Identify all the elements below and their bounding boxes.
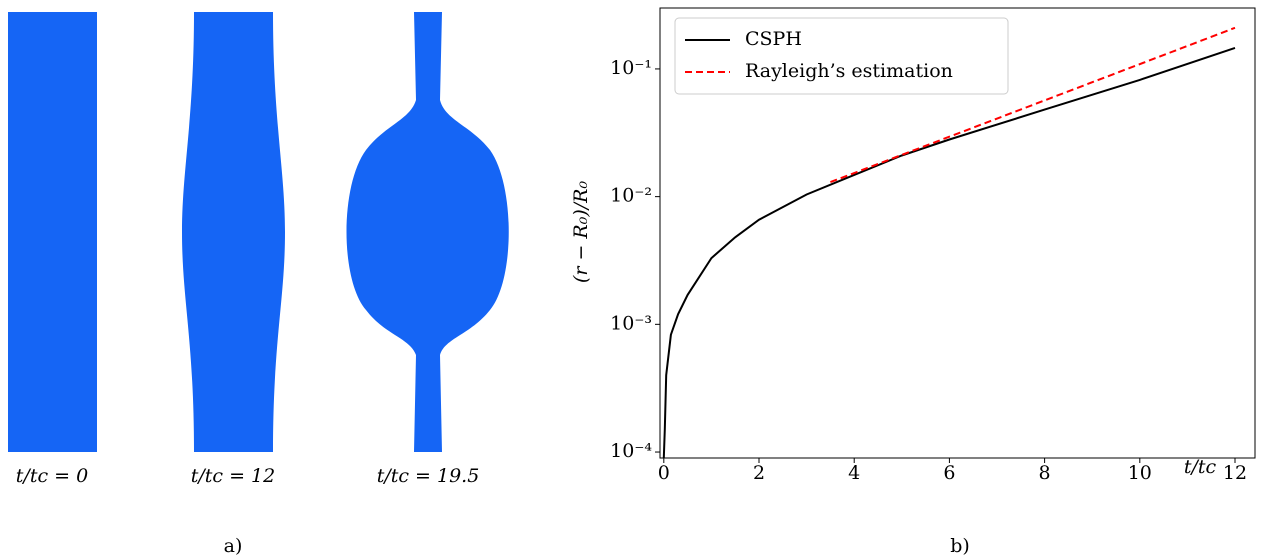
- x-tick-label: 12: [1223, 462, 1247, 484]
- legend-label: CSPH: [745, 28, 802, 50]
- y-axis-label: (r − R₀)/R₀: [570, 181, 592, 284]
- legend-label: Rayleigh’s estimation: [745, 60, 953, 82]
- plot-frame: [659, 7, 1256, 459]
- x-tick-label: 8: [1039, 462, 1051, 484]
- column-shape: [182, 12, 285, 452]
- panel-a: t/tc = 0 t/tc = 12 t/tc = 19.5 a): [8, 12, 509, 557]
- column-shape: [346, 12, 509, 452]
- y-tick-label: 10⁻¹: [610, 57, 652, 79]
- column-shape: [8, 12, 97, 452]
- x-tick-label: 2: [753, 462, 765, 484]
- x-tick-label: 4: [848, 462, 860, 484]
- legend-box: [674, 17, 1009, 95]
- x-tick-label: 10: [1128, 462, 1152, 484]
- x-axis-label: t/tc: [1184, 456, 1217, 478]
- panel-label: t/tc = 0: [16, 465, 88, 487]
- y-tick-label: 10⁻³: [610, 312, 652, 334]
- panel-label: t/tc = 12: [191, 465, 276, 487]
- data-line: [830, 26, 1236, 184]
- x-tick-label: 0: [658, 462, 670, 484]
- y-tick-label: 10⁻⁴: [610, 440, 652, 462]
- caption: a): [224, 535, 243, 557]
- y-tick-label: 10⁻²: [610, 185, 652, 207]
- x-tick-label: 6: [943, 462, 955, 484]
- panel-label: t/tc = 19.5: [377, 465, 480, 487]
- data-line: [662, 46, 1236, 458]
- caption: b): [950, 535, 970, 557]
